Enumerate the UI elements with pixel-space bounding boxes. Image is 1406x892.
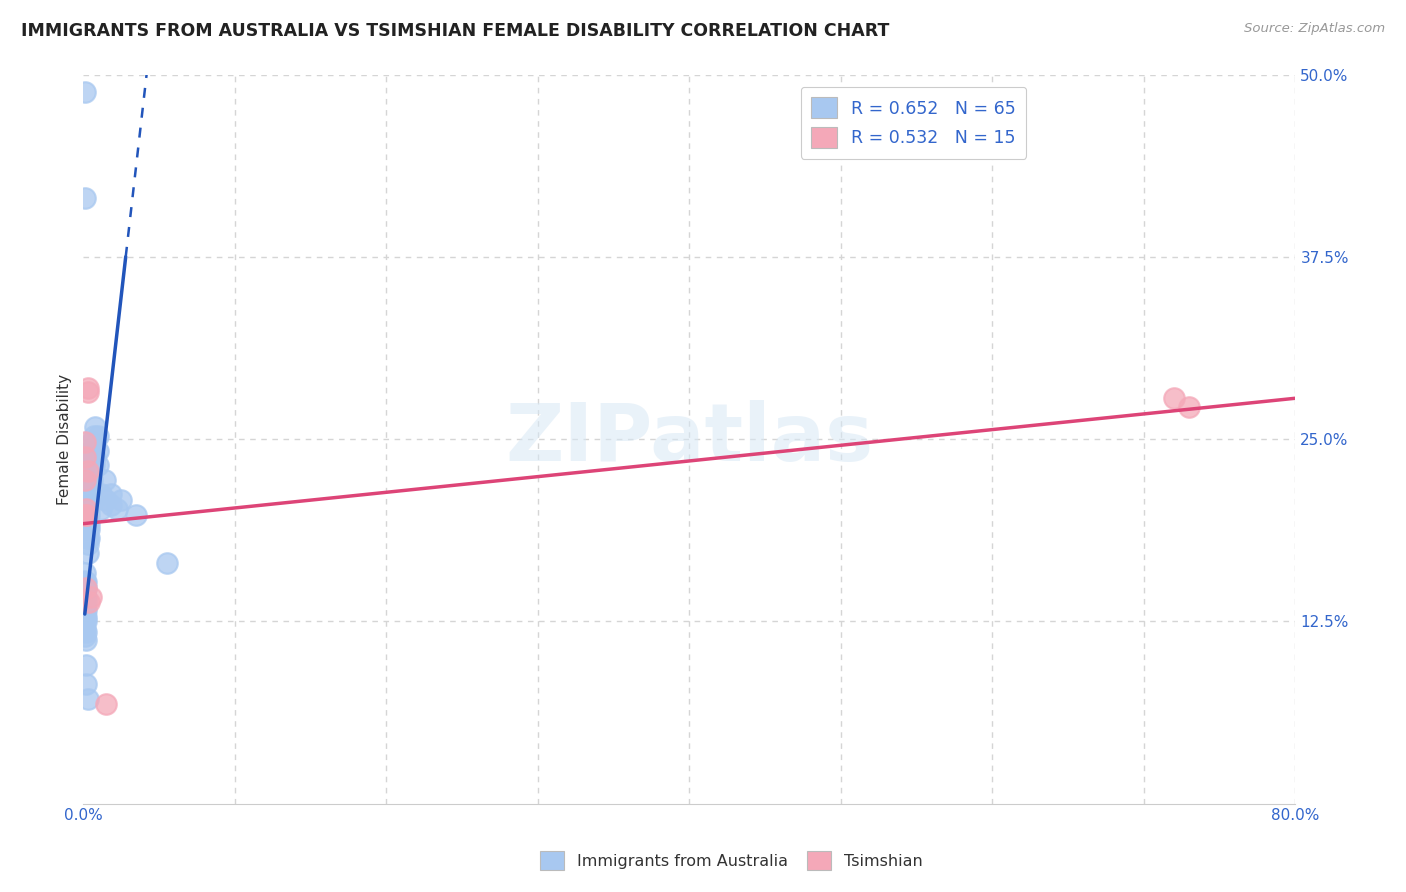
Point	[80, 443, 103, 458]
Point	[80, 479, 103, 493]
Point	[73, 566, 96, 581]
Point	[82, 443, 104, 458]
Point	[76, 512, 98, 526]
Y-axis label: Female Disability: Female Disability	[58, 374, 72, 505]
Point	[75, 581, 97, 595]
Point	[73, 434, 96, 449]
Point	[82, 434, 104, 449]
Point	[76, 385, 98, 400]
Text: IMMIGRANTS FROM AUSTRALIA VS TSIMSHIAN FEMALE DISABILITY CORRELATION CHART: IMMIGRANTS FROM AUSTRALIA VS TSIMSHIAN F…	[21, 22, 890, 40]
Point	[156, 556, 179, 570]
Point	[73, 585, 96, 599]
Point	[82, 473, 104, 487]
Point	[80, 473, 103, 487]
Point	[79, 502, 101, 516]
Point	[75, 595, 97, 609]
Point	[76, 523, 98, 537]
Point	[75, 590, 97, 604]
Point	[76, 498, 98, 512]
Point	[80, 590, 103, 604]
Point	[75, 581, 97, 595]
Point	[75, 633, 97, 648]
Point	[84, 420, 107, 434]
Point	[125, 508, 148, 522]
Point	[75, 677, 97, 691]
Point	[73, 599, 96, 614]
Point	[1163, 391, 1185, 405]
Point	[73, 473, 96, 487]
Point	[75, 615, 97, 629]
Point	[79, 523, 101, 537]
Point	[80, 464, 103, 478]
Point	[75, 624, 97, 639]
Point	[73, 629, 96, 643]
Point	[83, 439, 105, 453]
Point	[105, 502, 128, 516]
Point	[73, 592, 96, 607]
Point	[90, 502, 112, 516]
Point	[79, 508, 101, 522]
Point	[75, 574, 97, 589]
Point	[73, 450, 96, 464]
Point	[79, 531, 101, 545]
Point	[84, 450, 107, 464]
Text: ZIPatlas: ZIPatlas	[505, 401, 873, 478]
Text: Source: ZipAtlas.com: Source: ZipAtlas.com	[1244, 22, 1385, 36]
Point	[73, 607, 96, 621]
Point	[87, 429, 110, 443]
Point	[82, 454, 104, 468]
Point	[79, 483, 101, 497]
Point	[76, 531, 98, 545]
Point	[87, 443, 110, 458]
Legend: R = 0.652   N = 65, R = 0.532   N = 15: R = 0.652 N = 65, R = 0.532 N = 15	[800, 87, 1026, 159]
Point	[76, 508, 98, 522]
Point	[94, 493, 117, 508]
Point	[76, 691, 98, 706]
Point	[75, 602, 97, 616]
Point	[73, 622, 96, 636]
Point	[73, 85, 96, 99]
Point	[80, 450, 103, 464]
Point	[1178, 400, 1201, 414]
Point	[75, 658, 97, 673]
Point	[94, 698, 117, 712]
Point	[76, 537, 98, 551]
Legend: Immigrants from Australia, Tsimshian: Immigrants from Australia, Tsimshian	[533, 845, 929, 877]
Point	[73, 191, 96, 205]
Point	[73, 581, 96, 595]
Point	[76, 546, 98, 560]
Point	[76, 464, 98, 478]
Point	[76, 381, 98, 395]
Point	[93, 473, 115, 487]
Point	[79, 595, 101, 609]
Point	[100, 498, 122, 512]
Point	[75, 610, 97, 624]
Point	[73, 574, 96, 588]
Point	[87, 458, 110, 473]
Point	[75, 502, 97, 516]
Point	[90, 487, 112, 501]
Point	[76, 493, 98, 508]
Point	[110, 493, 132, 508]
Point	[75, 508, 97, 522]
Point	[83, 458, 105, 473]
Point	[100, 487, 122, 501]
Point	[83, 429, 105, 443]
Point	[75, 508, 97, 522]
Point	[79, 516, 101, 531]
Point	[73, 615, 96, 629]
